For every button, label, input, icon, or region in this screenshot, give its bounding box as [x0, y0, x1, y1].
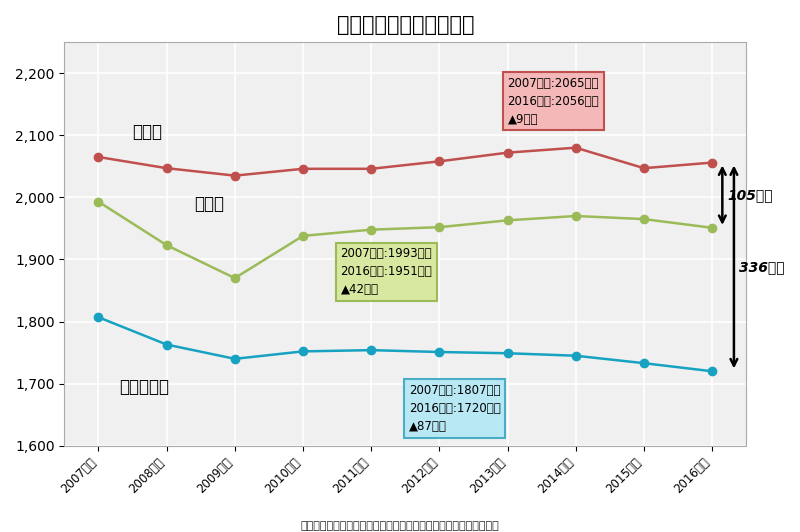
Text: 2007年度:1807時間
2016年度:1720時間
▲87時間: 2007年度:1807時間 2016年度:1720時間 ▲87時間 [409, 384, 501, 433]
Text: 2007年度:1993時間
2016年度:1951時間
▲42時間: 2007年度:1993時間 2016年度:1951時間 ▲42時間 [341, 247, 432, 296]
Text: 336時間: 336時間 [738, 260, 784, 274]
Title: 年間総実労働時間の推移: 年間総実労働時間の推移 [337, 15, 474, 35]
Text: 2007年度:2065時間
2016年度:2056時間
▲9時間: 2007年度:2065時間 2016年度:2056時間 ▲9時間 [507, 77, 599, 126]
Text: 105時間: 105時間 [727, 188, 773, 202]
Text: 建設業: 建設業 [133, 123, 162, 142]
Text: 製造業: 製造業 [194, 195, 224, 213]
Text: 出典　厚生労働省「毎月勤労統計調査」年度報より国土交通省作成: 出典 厚生労働省「毎月勤労統計調査」年度報より国土交通省作成 [301, 521, 499, 531]
Text: 調査産業計: 調査産業計 [119, 378, 169, 396]
